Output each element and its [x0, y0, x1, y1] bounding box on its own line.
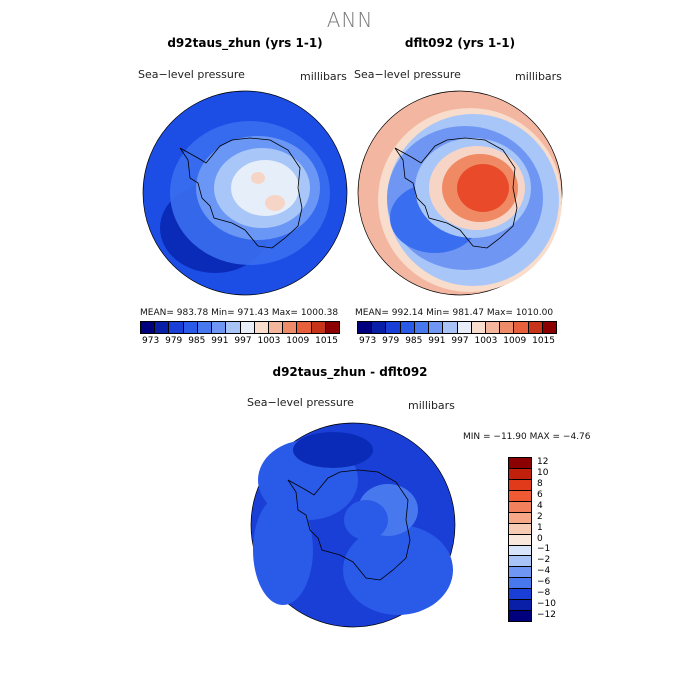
- diff-colorbar-swatch: [509, 512, 531, 524]
- colorbar-swatch: [528, 322, 543, 333]
- colorbar-swatch: [254, 322, 269, 333]
- colorbar-tick-label: 973: [142, 336, 160, 346]
- diff-colorbar-swatch: [509, 468, 531, 480]
- colorbar-tick-label: 997: [451, 336, 469, 346]
- diff-panel-map: [250, 422, 456, 628]
- colorbar-2: 973 979 985 991 997 1003 1009 1015: [357, 321, 557, 346]
- panel-1-coastline: [179, 137, 303, 249]
- diff-panel-coastline: [287, 469, 411, 581]
- diff-colorbar-tick-label: −1: [537, 544, 551, 555]
- diff-colorbar-tick-label: −10: [537, 598, 556, 609]
- diff-colorbar-swatch: [509, 490, 531, 502]
- colorbar-tick-label: 1003: [474, 336, 498, 346]
- diff-panel-units: millibars: [408, 399, 455, 412]
- colorbar-swatch: [500, 322, 515, 333]
- colorbar-swatch: [514, 322, 529, 333]
- diff-colorbar-tick-label: 4: [537, 500, 543, 511]
- colorbar-swatch: [183, 322, 198, 333]
- diff-colorbar-swatch: [509, 479, 531, 491]
- diff-colorbar-tick-label: −4: [537, 566, 551, 577]
- colorbar-1: 973 979 985 991 997 1003 1009 1015: [140, 321, 340, 346]
- colorbar-swatch: [414, 322, 430, 333]
- diff-colorbar-tick-label: −8: [537, 587, 551, 598]
- colorbar-swatch: [297, 322, 312, 333]
- colorbar-tick-label: 1015: [315, 336, 338, 346]
- colorbar-tick-label: 1003: [257, 336, 281, 346]
- colorbar-swatch: [400, 322, 415, 333]
- panel-2-title: dflt092 (yrs 1-1): [404, 36, 516, 50]
- panel-2-stats: MEAN= 992.14 Min= 981.47 Max= 1010.00: [355, 308, 554, 318]
- diff-panel-stats: MIN = −11.90 MAX = −4.76: [463, 432, 591, 442]
- colorbar-swatch: [542, 322, 557, 333]
- colorbar-tick-label: 1009: [503, 336, 527, 346]
- diff-colorbar-tick-label: 1: [537, 522, 543, 533]
- diff-colorbar-tick-label: 0: [537, 533, 543, 544]
- diff-colorbar-swatch: [509, 458, 531, 469]
- panel-2-field-label: Sea−level pressure: [354, 68, 461, 81]
- diff-panel-field-label: Sea−level pressure: [247, 396, 354, 409]
- diff-colorbar-swatch: [509, 600, 531, 612]
- diff-colorbar-tick-label: 6: [537, 490, 543, 501]
- diff-colorbar-swatch: [509, 523, 531, 535]
- colorbar-swatch: [212, 322, 227, 333]
- colorbar-swatch: [443, 322, 458, 333]
- colorbar-tick-label: 997: [234, 336, 252, 346]
- colorbar-swatch: [226, 322, 241, 333]
- colorbar-tick-label: 985: [405, 336, 423, 346]
- diff-colorbar-swatch: [509, 589, 531, 601]
- diff-colorbar-tick-label: 10: [537, 468, 549, 479]
- diff-colorbar: 12 10 8 6 4 2 1 0 −1 −2 −4 −6 −8 −10 −12: [508, 457, 568, 627]
- panel-1-stats: MEAN= 983.78 Min= 971.43 Max= 1000.38: [140, 308, 339, 318]
- diff-colorbar-swatch: [509, 556, 531, 568]
- panel-2-coastline: [394, 137, 518, 249]
- colorbar-swatch: [141, 322, 156, 333]
- colorbar-swatch: [268, 322, 284, 333]
- panel-2-units: millibars: [515, 70, 562, 83]
- colorbar-swatch: [197, 322, 213, 333]
- colorbar-swatch: [283, 322, 298, 333]
- colorbar-tick-label: 979: [165, 336, 183, 346]
- panel-1-field-label: Sea−level pressure: [138, 68, 245, 81]
- colorbar-swatch: [485, 322, 501, 333]
- diff-colorbar-swatch: [509, 567, 531, 579]
- diff-colorbar-tick-label: 8: [537, 479, 543, 490]
- colorbar-swatch: [471, 322, 486, 333]
- diff-colorbar-swatch: [509, 534, 531, 546]
- colorbar-swatch: [325, 322, 340, 333]
- diff-colorbar-swatch: [509, 611, 531, 622]
- colorbar-tick-label: 979: [382, 336, 400, 346]
- diff-colorbar-swatch: [509, 501, 531, 513]
- figure-title: ANN: [326, 8, 374, 32]
- colorbar-swatch: [386, 322, 401, 333]
- diff-colorbar-swatch: [509, 545, 531, 557]
- diff-colorbar-tick-label: 2: [537, 511, 543, 522]
- colorbar-swatch: [240, 322, 255, 333]
- panel-2-map: [357, 90, 563, 296]
- panel-1-map: [142, 90, 348, 296]
- colorbar-swatch: [155, 322, 170, 333]
- diff-colorbar-swatch: [509, 578, 531, 590]
- diff-colorbar-tick-label: 12: [537, 457, 549, 468]
- diff-colorbar-tick-label: −2: [537, 555, 551, 566]
- colorbar-swatch: [429, 322, 444, 333]
- diff-colorbar-tick-label: −6: [537, 576, 551, 587]
- diff-panel-title: d92taus_zhun - dflt092: [272, 365, 428, 379]
- panel-1-title: d92taus_zhun (yrs 1-1): [167, 36, 323, 50]
- colorbar-swatch: [169, 322, 184, 333]
- colorbar-swatch: [457, 322, 472, 333]
- colorbar-tick-label: 1015: [532, 336, 555, 346]
- colorbar-tick-label: 973: [359, 336, 377, 346]
- diff-colorbar-tick-label: −12: [537, 609, 556, 620]
- panel-1-units: millibars: [300, 70, 347, 83]
- colorbar-tick-label: 991: [211, 336, 229, 346]
- colorbar-swatch: [358, 322, 373, 333]
- colorbar-swatch: [372, 322, 387, 333]
- colorbar-swatch: [311, 322, 326, 333]
- colorbar-tick-label: 991: [428, 336, 446, 346]
- colorbar-tick-label: 985: [188, 336, 206, 346]
- colorbar-tick-label: 1009: [286, 336, 310, 346]
